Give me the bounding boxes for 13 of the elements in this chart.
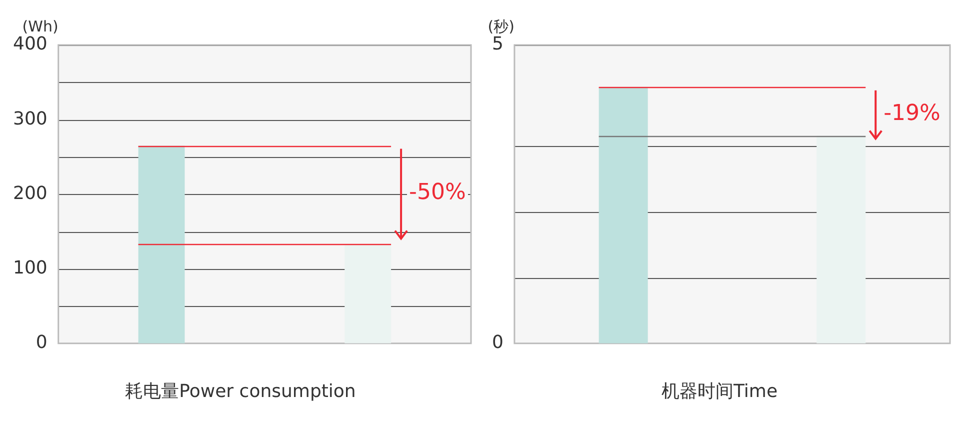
y-axis-title: (秒) xyxy=(488,17,514,36)
annotation: -19% xyxy=(882,100,942,126)
annotation: -50% xyxy=(407,180,468,205)
y-axis-title: (Wh) xyxy=(22,17,58,36)
y-tick-label: 200 xyxy=(12,182,48,204)
y-tick-label: 0 xyxy=(492,332,504,354)
text: 机器时间Time xyxy=(661,380,778,402)
y-tick-label: 400 xyxy=(12,34,48,55)
y-tick-label: 5 xyxy=(492,34,504,55)
y-tick-label: 0 xyxy=(36,332,48,354)
y-tick-label: 100 xyxy=(12,257,48,278)
y-tick-label: 300 xyxy=(12,108,48,130)
text: 耗电量Power consumption xyxy=(125,380,356,402)
